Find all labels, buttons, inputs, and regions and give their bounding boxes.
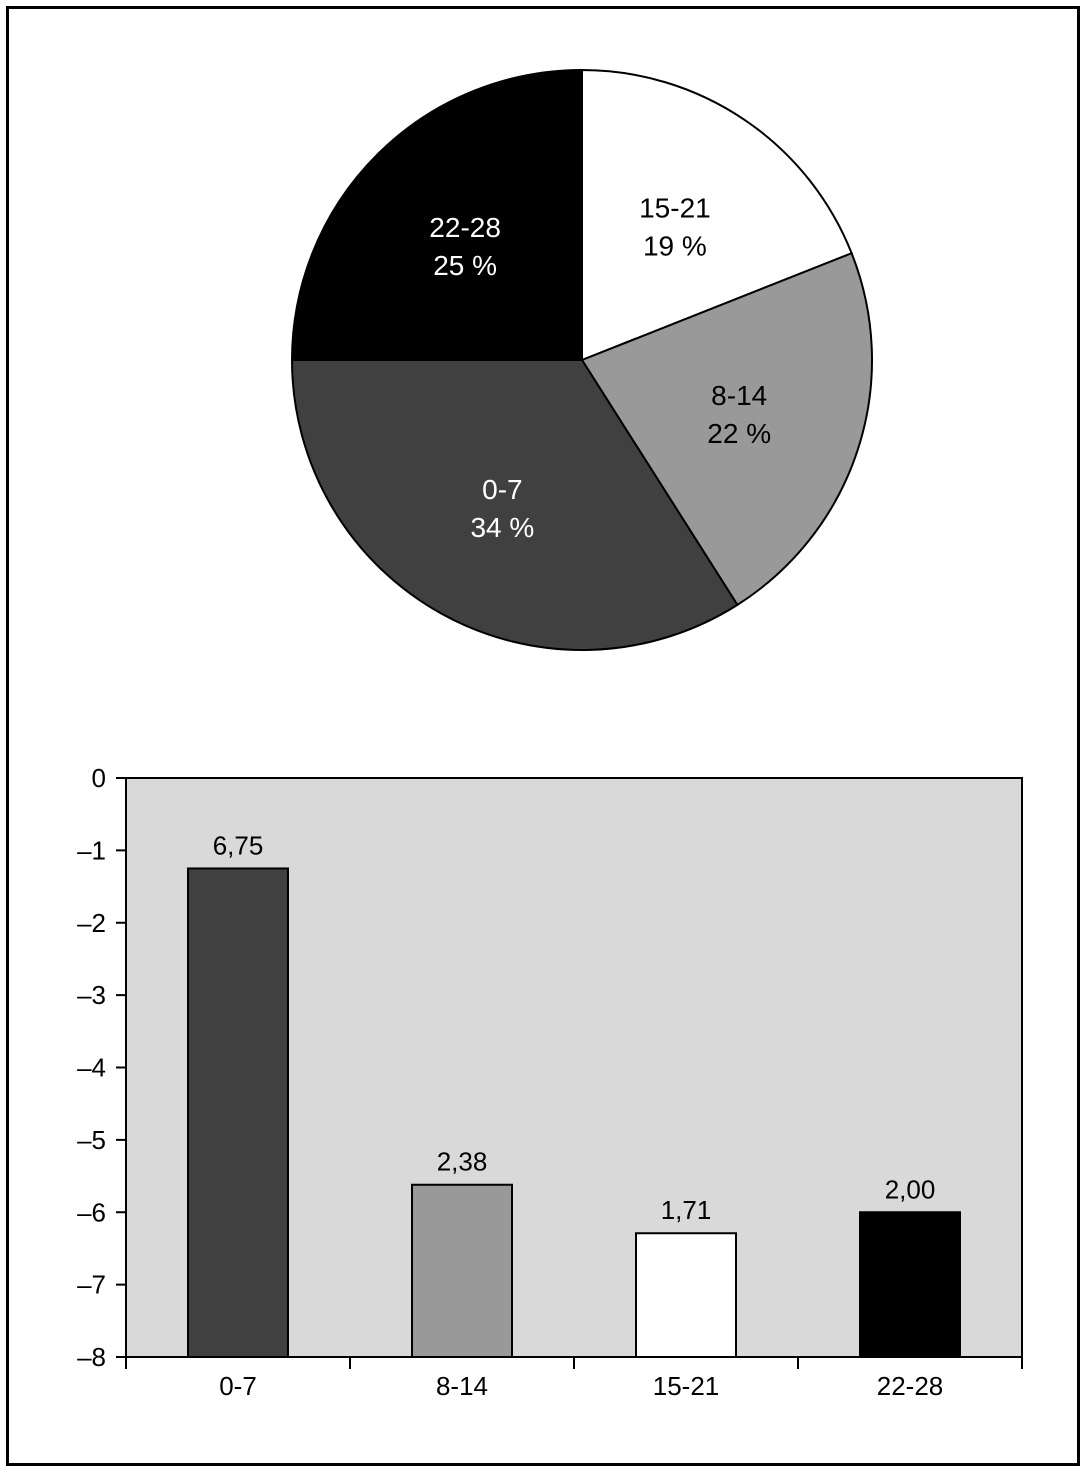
y-tick-label: –1 [77,835,106,865]
y-tick-label: –7 [77,1270,106,1300]
bar-value-label: 2,00 [885,1174,936,1204]
pie-slice-22-28 [290,68,583,361]
y-tick-label: –4 [77,1053,106,1083]
y-tick-label: 0 [92,763,106,793]
y-tick-label: –2 [77,908,106,938]
pie-slice-15-21 [581,68,853,362]
bar-chart: 0 –1 –2 –3 –4 –5 –6 –7 –8 6,75 0-7 2,38 8-14 1,71 15-2… [77,763,1023,1401]
bar-8-14 [411,1183,513,1359]
y-tick-label: –5 [77,1125,106,1155]
bar-value-label: 1,71 [661,1195,712,1225]
pie-slice-percent: 34 % [470,512,534,543]
x-category-label: 8-14 [436,1371,488,1401]
pie-slice-8-14 [580,251,873,607]
y-tick-label: –6 [77,1197,106,1227]
bar-value-label: 2,38 [437,1147,488,1177]
y-tick-label: –8 [77,1342,106,1372]
figure-frame [6,6,1080,1466]
bar-value-label: 6,75 [213,830,264,860]
pie-slice-percent: 19 % [643,230,707,261]
x-category-label: 0-7 [219,1371,257,1401]
pie-slice-label: 22-28 [429,212,501,243]
pie-chart: 15-21 19 % 8-14 22 % 0-7 34 % 22-28 25 % [290,68,873,651]
x-category-label: 15-21 [653,1371,720,1401]
pie-slice-label: 8-14 [711,380,767,411]
pie-slice-percent: 22 % [707,418,771,449]
bar-15-21 [635,1232,737,1359]
y-tick-label: –3 [77,980,106,1010]
x-category-label: 22-28 [877,1371,944,1401]
pie-slice-0-7 [290,359,739,651]
bar-22-28 [859,1211,961,1358]
bar-0-7 [187,867,289,1358]
pie-slice-label: 15-21 [639,192,711,223]
pie-slice-percent: 25 % [433,250,497,281]
pie-slice-label: 0-7 [482,474,522,505]
